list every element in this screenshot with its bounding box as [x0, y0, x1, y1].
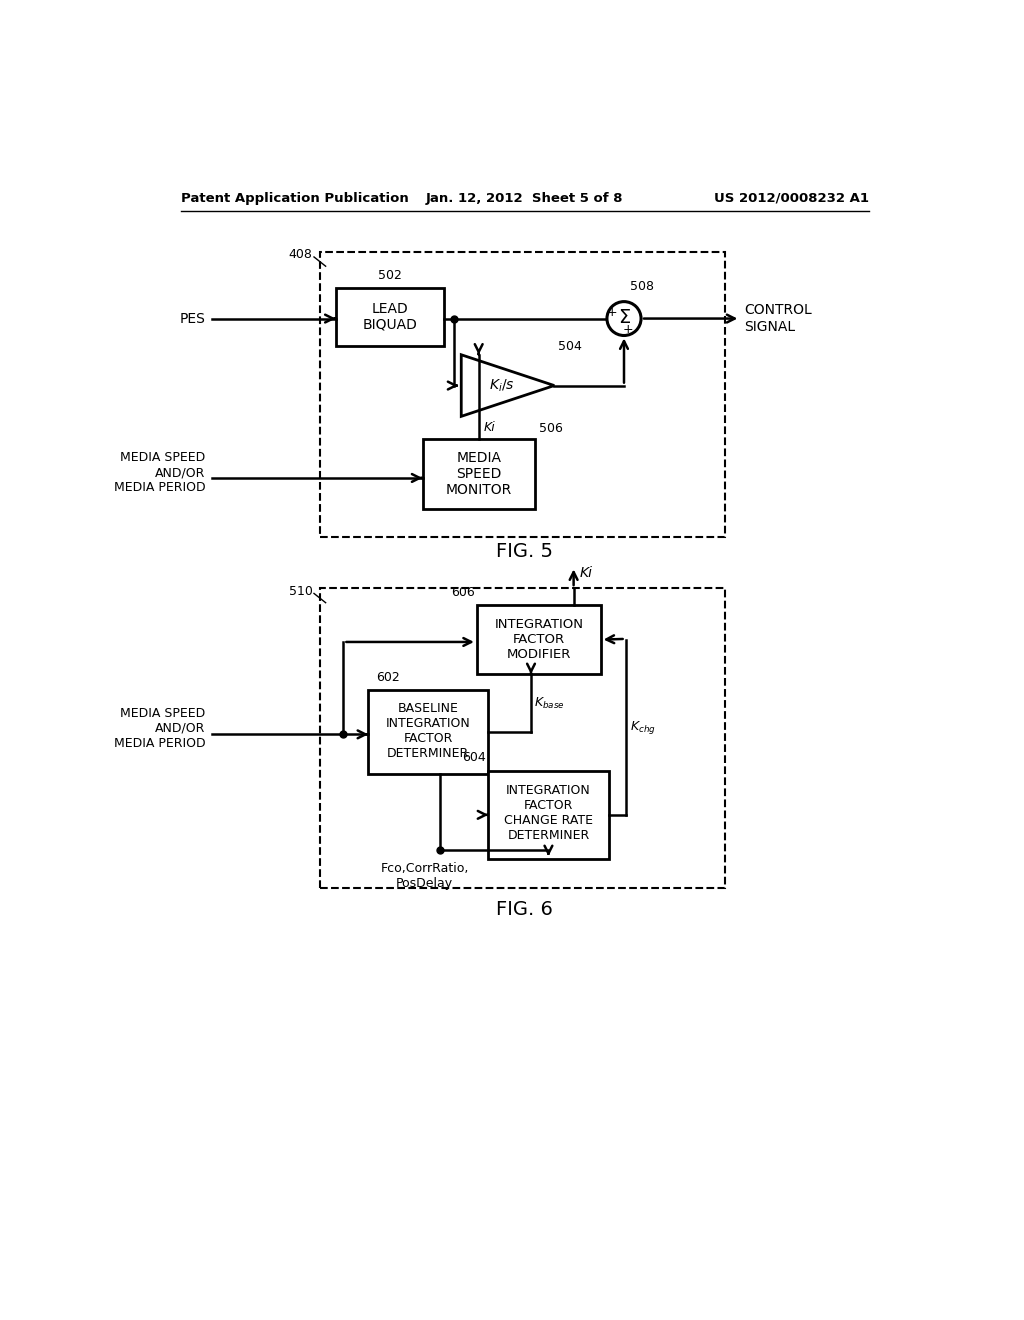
- Bar: [321, 589, 725, 888]
- Text: 502: 502: [378, 268, 401, 281]
- Text: $K_{base}$: $K_{base}$: [535, 696, 565, 710]
- Text: $K_i/s$: $K_i/s$: [488, 378, 514, 393]
- Text: Fco,CorrRatio,
PosDelay: Fco,CorrRatio, PosDelay: [380, 862, 469, 890]
- Bar: [488, 771, 608, 859]
- Text: 408: 408: [289, 248, 312, 261]
- Text: PES: PES: [179, 312, 206, 326]
- Text: 602: 602: [376, 671, 399, 684]
- Text: Jan. 12, 2012  Sheet 5 of 8: Jan. 12, 2012 Sheet 5 of 8: [426, 191, 624, 205]
- Text: $K_{chg}$: $K_{chg}$: [630, 718, 656, 735]
- Text: +: +: [607, 306, 617, 319]
- Text: 606: 606: [451, 586, 474, 599]
- Text: Ki: Ki: [580, 566, 593, 579]
- Text: FIG. 5: FIG. 5: [497, 541, 553, 561]
- Text: Patent Application Publication: Patent Application Publication: [180, 191, 409, 205]
- Text: MEDIA SPEED
AND/OR
MEDIA PERIOD: MEDIA SPEED AND/OR MEDIA PERIOD: [114, 451, 206, 494]
- Text: Ki: Ki: [483, 421, 495, 434]
- Text: 506: 506: [539, 422, 562, 434]
- Bar: [477, 605, 601, 675]
- Text: INTEGRATION
FACTOR
CHANGE RATE
DETERMINER: INTEGRATION FACTOR CHANGE RATE DETERMINE…: [504, 784, 593, 842]
- Text: 504: 504: [558, 341, 582, 354]
- Text: 510: 510: [289, 585, 312, 598]
- Text: MEDIA
SPEED
MONITOR: MEDIA SPEED MONITOR: [445, 451, 512, 498]
- Text: MEDIA SPEED
AND/OR
MEDIA PERIOD: MEDIA SPEED AND/OR MEDIA PERIOD: [114, 706, 206, 750]
- Text: US 2012/0008232 A1: US 2012/0008232 A1: [714, 191, 869, 205]
- Bar: [321, 252, 725, 537]
- Text: CONTROL
SIGNAL: CONTROL SIGNAL: [744, 304, 812, 334]
- Bar: [423, 440, 535, 508]
- Bar: [369, 689, 488, 775]
- Text: 508: 508: [630, 280, 654, 293]
- Text: $\Sigma$: $\Sigma$: [617, 309, 631, 327]
- Text: +: +: [623, 323, 633, 335]
- Text: FIG. 6: FIG. 6: [497, 900, 553, 919]
- Text: BASELINE
INTEGRATION
FACTOR
DETERMINER: BASELINE INTEGRATION FACTOR DETERMINER: [386, 701, 471, 759]
- Text: LEAD
BIQUAD: LEAD BIQUAD: [362, 301, 418, 331]
- Text: 604: 604: [462, 751, 486, 764]
- Text: INTEGRATION
FACTOR
MODIFIER: INTEGRATION FACTOR MODIFIER: [495, 618, 584, 661]
- Bar: [336, 288, 444, 346]
